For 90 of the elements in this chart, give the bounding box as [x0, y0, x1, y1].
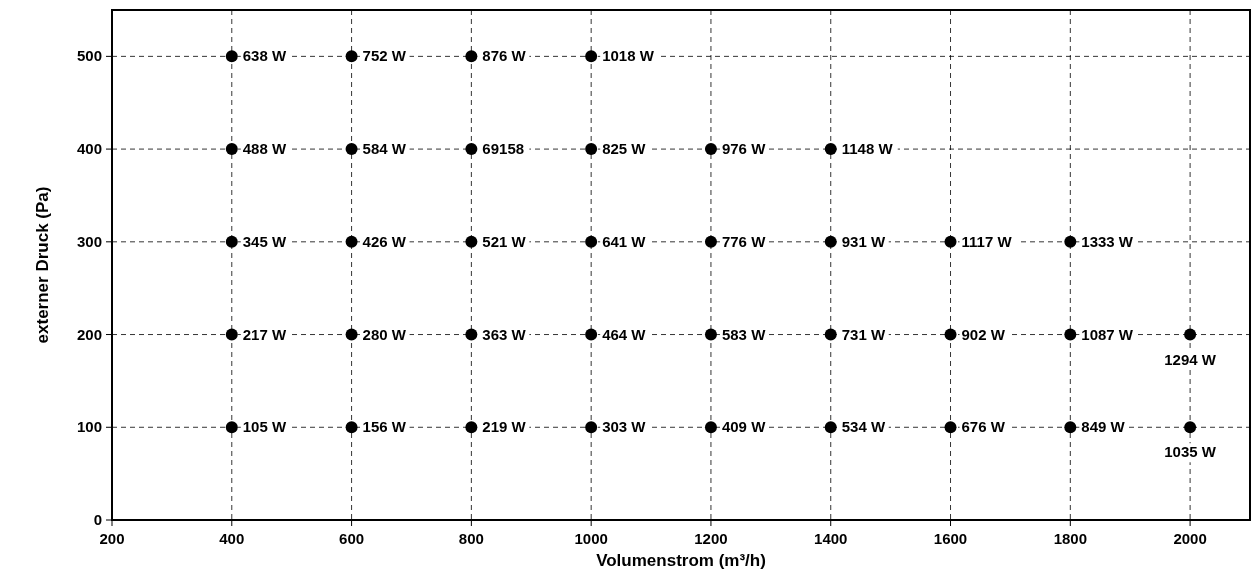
point: [225, 235, 238, 248]
point: [824, 328, 837, 341]
point: [465, 143, 478, 156]
annotation: 409 W: [721, 418, 767, 436]
y-axis-title: externer Druck (Pa): [33, 186, 52, 344]
y-tick-label: 200: [76, 325, 102, 343]
annotation: 464 W: [602, 325, 647, 343]
x-tick-label: 400: [219, 530, 245, 547]
annotation: 1117 W: [961, 232, 1013, 250]
annotation: 731 W: [841, 325, 886, 343]
point: [704, 235, 717, 248]
annotation: 219 W: [482, 418, 527, 436]
point: [944, 328, 957, 341]
annotation: 217 W: [242, 325, 287, 343]
annotation: 488 W: [242, 140, 287, 158]
point: [465, 235, 478, 248]
point: [824, 421, 837, 434]
y-tick-label: 0: [93, 511, 102, 528]
annotation: 641 W: [602, 232, 647, 250]
point: [225, 50, 238, 63]
annotation: 902 W: [961, 325, 1006, 343]
annotation: 1035 W: [1164, 443, 1217, 461]
point: [944, 421, 957, 434]
annotation: 638 W: [242, 47, 287, 65]
point: [1184, 421, 1197, 434]
annotation: 105 W: [242, 418, 287, 436]
x-tick-label: 200: [99, 530, 125, 547]
x-tick-label: 1800: [1053, 530, 1087, 547]
annotation: 752 W: [362, 47, 407, 65]
point: [704, 143, 717, 156]
point: [345, 235, 358, 248]
annotation: 849 W: [1081, 418, 1126, 436]
annotation: 426 W: [362, 232, 407, 250]
point: [704, 421, 717, 434]
annotation: 825 W: [602, 140, 647, 158]
point: [585, 421, 598, 434]
point: [465, 328, 478, 341]
annotation: 303 W: [602, 418, 647, 436]
x-axis-title: Volumenstrom (m³/h): [596, 551, 766, 570]
annotation: 521 W: [482, 232, 527, 250]
point: [585, 328, 598, 341]
point: [1184, 328, 1197, 341]
point: [585, 235, 598, 248]
x-tick-label: 1600: [933, 530, 968, 547]
y-tick-label: 300: [76, 232, 102, 250]
y-tick-label: 400: [76, 140, 102, 158]
point: [585, 143, 598, 156]
x-tick-label: 800: [458, 530, 484, 547]
point: [345, 50, 358, 63]
x-tick-label: 600: [339, 530, 365, 547]
annotation: 931 W: [841, 232, 886, 250]
annotation: 1294 W: [1164, 350, 1217, 368]
point: [225, 421, 238, 434]
point: [1064, 328, 1077, 341]
annotation: 345 W: [242, 232, 287, 250]
point: [465, 421, 478, 434]
x-tick-label: 1000: [574, 530, 608, 547]
annotation: 156 W: [362, 418, 407, 436]
annotation: 876 W: [482, 47, 527, 65]
y-tick-label: 500: [76, 47, 102, 65]
annotation: 1018 W: [602, 47, 655, 65]
y-tick-label: 100: [76, 418, 102, 436]
annotation: 583 W: [721, 325, 767, 343]
point: [345, 421, 358, 434]
point: [1064, 421, 1077, 434]
annotation: 1333 W: [1081, 232, 1134, 250]
annotation: 280 W: [362, 325, 407, 343]
point: [465, 50, 478, 63]
annotation: 534 W: [841, 418, 886, 436]
annotation: 976 W: [721, 140, 767, 158]
annotation: 69158: [482, 140, 525, 158]
point: [944, 235, 957, 248]
point: [585, 50, 598, 63]
annotation: 776 W: [721, 232, 767, 250]
point: [1064, 235, 1077, 248]
point: [345, 328, 358, 341]
annotation: 1087 W: [1081, 325, 1134, 343]
point: [824, 235, 837, 248]
point: [345, 143, 358, 156]
point: [704, 328, 717, 341]
x-tick-label: 1200: [694, 530, 728, 547]
annotation: 584 W: [362, 140, 407, 158]
x-tick-label: 2000: [1173, 530, 1207, 547]
x-tick-label: 1400: [814, 530, 848, 547]
point: [225, 143, 238, 156]
annotation: 1148 W: [841, 140, 894, 158]
point: [225, 328, 238, 341]
annotation: 363 W: [482, 325, 527, 343]
point: [824, 143, 837, 156]
annotation: 676 W: [961, 418, 1006, 436]
